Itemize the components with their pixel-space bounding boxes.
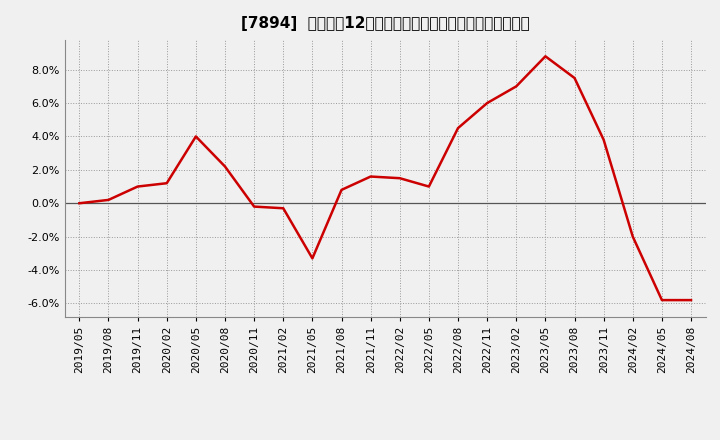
Title: [7894]  売上高の12か月移動合計の対前年同期増減率の推移: [7894] 売上高の12か月移動合計の対前年同期増減率の推移: [240, 16, 530, 32]
